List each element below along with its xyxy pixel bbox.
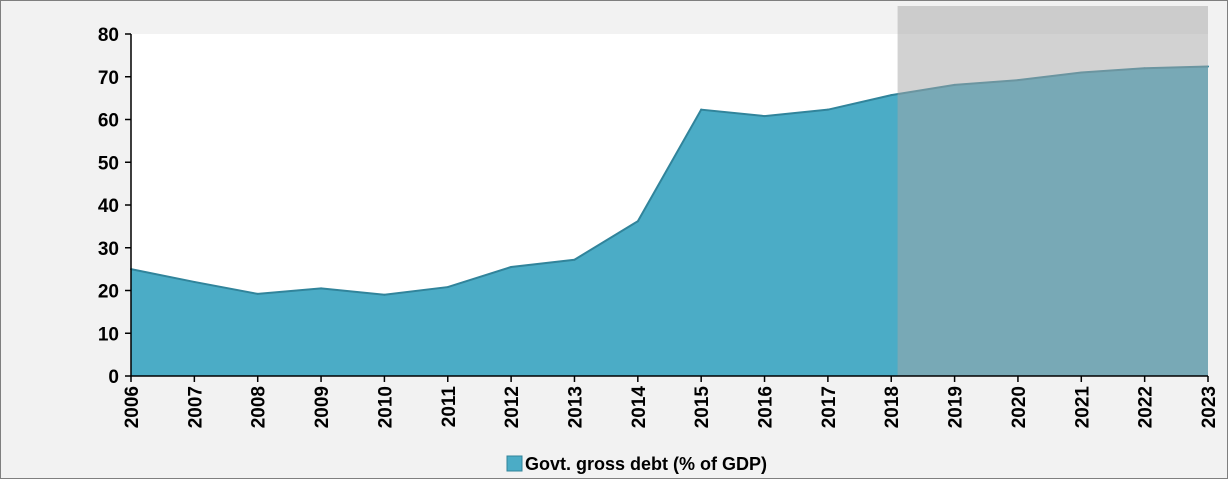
x-tick-label-2021: 2021 <box>1072 386 1093 429</box>
data-point-2011 <box>446 286 449 289</box>
data-point-2016 <box>763 115 766 118</box>
x-tick-labels: 2006 2007 2008 2009 2010 2011 2012 2013 2014 2015… <box>122 386 1220 429</box>
x-tick-label-2008: 2008 <box>249 386 270 428</box>
y-tick-label-40: 40 <box>98 196 119 217</box>
y-tick-label-80: 80 <box>98 25 119 46</box>
data-point-2007 <box>193 280 196 283</box>
data-point-2009 <box>320 287 323 290</box>
legend-swatch <box>506 455 523 472</box>
legend: Govt. gross debt (% of GDP) <box>506 454 767 474</box>
x-tick-label-2023: 2023 <box>1199 386 1220 428</box>
x-tick-label-2015: 2015 <box>692 386 713 429</box>
x-tick-label-2014: 2014 <box>629 386 650 429</box>
data-point-2015 <box>700 108 703 111</box>
x-tick-label-2013: 2013 <box>565 386 586 428</box>
y-tick-label-0: 0 <box>108 367 119 388</box>
x-tick-label-2006: 2006 <box>122 386 143 428</box>
x-tick-label-2010: 2010 <box>375 386 396 428</box>
x-tick-label-2007: 2007 <box>185 386 206 428</box>
x-tick-label-2009: 2009 <box>312 386 333 428</box>
x-tick-label-2022: 2022 <box>1136 386 1157 428</box>
x-tick-label-2019: 2019 <box>946 386 967 428</box>
data-point-2017 <box>826 108 829 111</box>
data-point-2018 <box>890 94 893 97</box>
x-tick-label-2016: 2016 <box>756 386 777 428</box>
legend-entry-label: Govt. gross debt (% of GDP) <box>525 454 767 474</box>
data-point-2012 <box>510 265 513 268</box>
x-tick-label-2011: 2011 <box>439 386 460 428</box>
y-tick-label-60: 60 <box>98 111 119 132</box>
y-tick-label-70: 70 <box>98 68 119 89</box>
y-tick-label-50: 50 <box>98 153 119 174</box>
data-point-2008 <box>256 292 259 295</box>
y-tick-labels: 0 10 20 30 40 50 60 70 80 <box>98 25 119 388</box>
forecast-shaded-region <box>897 6 1208 376</box>
forecast-shade-layer <box>897 6 1208 376</box>
data-point-2014 <box>636 220 639 223</box>
y-tick-label-10: 10 <box>98 324 119 345</box>
x-tick-label-2018: 2018 <box>882 386 903 428</box>
data-point-2013 <box>573 258 576 261</box>
axes <box>125 33 1209 382</box>
y-tick-label-20: 20 <box>98 282 119 303</box>
y-tick-label-30: 30 <box>98 239 119 260</box>
data-point-2010 <box>383 293 386 296</box>
x-tick-label-2020: 2020 <box>1009 386 1030 428</box>
x-tick-label-2012: 2012 <box>502 386 523 428</box>
x-tick-label-2017: 2017 <box>819 386 840 428</box>
